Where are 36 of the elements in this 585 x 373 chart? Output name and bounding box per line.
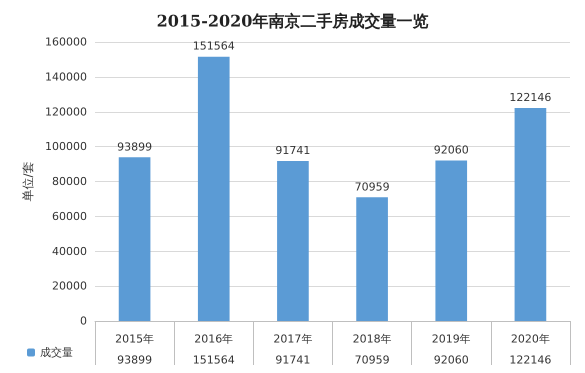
bar (514, 108, 546, 321)
bar (435, 160, 468, 321)
legend-label: 成交量 (40, 346, 73, 359)
bar (356, 197, 388, 321)
text: 91741 (275, 354, 310, 366)
y-tick-label: 80000 (52, 175, 87, 188)
text: 70959 (354, 354, 390, 366)
y-tick-label: 60000 (52, 210, 87, 223)
bar (198, 56, 230, 321)
y-axis-title: 单位/套 (21, 161, 36, 202)
bar (277, 161, 309, 321)
x-tick-label: 2020年 (510, 332, 550, 346)
x-tick-label: 2016年 (194, 332, 234, 346)
data-label: 91741 (275, 144, 310, 158)
y-tick-label: 140000 (45, 70, 87, 84)
y-tick-label: 40000 (52, 244, 87, 258)
bar (118, 157, 150, 321)
data-label: 70959 (354, 180, 390, 194)
y-tick-label: 100000 (45, 140, 87, 154)
y-tick-label: 0 (80, 314, 87, 328)
data-label: 93899 (117, 140, 152, 154)
y-tick-label: 160000 (45, 36, 87, 48)
text: 92060 (434, 354, 469, 366)
data-label: 151564 (192, 40, 235, 53)
text: 122146 (509, 354, 552, 366)
text: 93899 (117, 354, 152, 366)
data-label: 122146 (509, 91, 552, 104)
y-tick-label: 120000 (45, 105, 87, 118)
x-tick-label: 2019年 (432, 332, 471, 346)
chart-title: 2015-2020年南京二手房成交量一览 (156, 12, 428, 30)
y-tick-label: 20000 (52, 280, 87, 293)
text: 151564 (192, 354, 235, 366)
x-tick-label: 2017年 (273, 332, 312, 346)
x-tick-label: 2015年 (115, 332, 154, 346)
data-label: 92060 (434, 143, 469, 156)
x-tick-label: 2018年 (352, 332, 392, 346)
